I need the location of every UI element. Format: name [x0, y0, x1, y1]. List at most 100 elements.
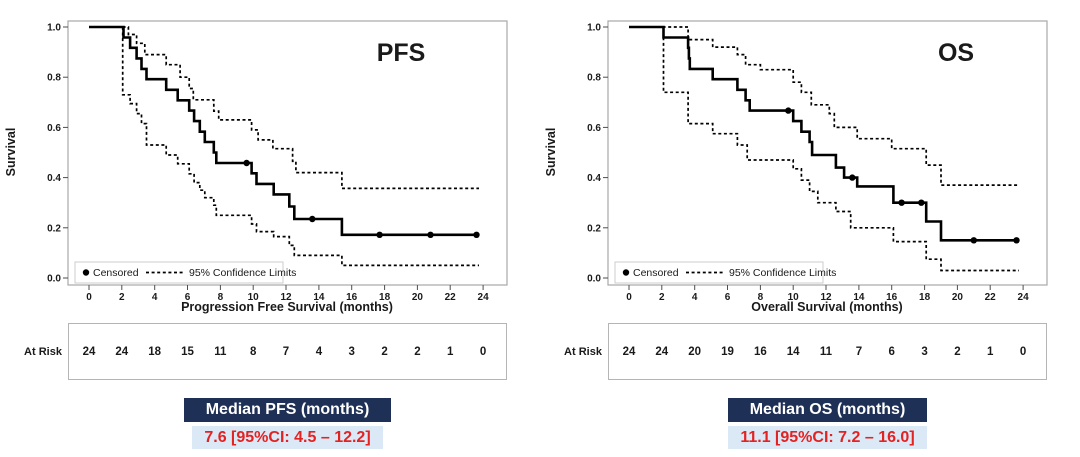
pfs-plot-layer: 0 2 4 6 8 10 12 14 16 18 20 22 240.00.20.40.60.81.0: [47, 20, 508, 303]
x-tick-label: 16: [886, 292, 898, 303]
at-risk-count: 19: [721, 346, 734, 358]
legend-frame: [74, 261, 284, 284]
os-y-axis-title: Survival: [544, 128, 558, 177]
pfs-chart-title: PFS: [377, 39, 426, 67]
censored-marker: [376, 231, 383, 238]
legend-frame: [614, 261, 824, 284]
os-median-block: Median OS (months) 11.1 [95%CI: 7.2 – 16…: [608, 398, 1047, 449]
os-plot: 0 2 4 6 8 10 12 14 16 18 20 22 240.00.20.40.60.81.0 …: [544, 20, 1048, 314]
x-tick-label: 8: [218, 292, 224, 303]
pfs-at-risk-row: 24 24 18 15 11 8 7 4 3 2 2 1 0: [0, 346, 540, 360]
x-tick-label: 14: [853, 292, 865, 303]
at-risk-count: 15: [181, 346, 194, 358]
pfs-plot: 0 2 4 6 8 10 12 14 16 18 20 22 240.00.20.40.60.81.0 …: [4, 20, 508, 314]
y-tick-label: 0.6: [587, 123, 601, 134]
x-tick-label: 0: [86, 292, 92, 303]
at-risk-count: 16: [753, 346, 767, 358]
at-risk-count: 1: [986, 346, 994, 358]
y-tick-label: 0.2: [47, 223, 61, 234]
x-tick-label: 6: [185, 292, 191, 303]
at-risk-count: 2: [381, 346, 388, 358]
at-risk-count: 14: [786, 346, 800, 358]
at-risk-count: 3: [921, 346, 928, 358]
os-median-header: Median OS (months): [727, 398, 928, 422]
x-tick-label: 4: [152, 292, 158, 303]
censored-marker: [785, 107, 792, 114]
at-risk-count: 0: [479, 346, 487, 358]
plot-frame: [67, 20, 508, 286]
at-risk-count: 18: [148, 346, 162, 358]
upper-ci-curve: [89, 26, 479, 190]
y-tick-label: 0.2: [587, 223, 601, 234]
ci-legend-label: 95% Confidence Limits: [189, 267, 296, 279]
at-risk-count: 4: [315, 346, 323, 358]
y-tick-label: 0.8: [587, 73, 601, 84]
x-tick-label: 22: [985, 292, 997, 303]
x-tick-label: 20: [952, 292, 964, 303]
y-tick-label: 0.4: [587, 173, 601, 184]
x-tick-label: 20: [412, 292, 424, 303]
censored-marker: [918, 199, 925, 206]
os-x-axis-title: Overall Survival (months): [751, 300, 902, 314]
upper-ci-curve: [629, 26, 1019, 186]
censored-marker: [243, 159, 250, 167]
os-at-risk-box: [608, 323, 1047, 380]
y-tick-label: 0.6: [47, 123, 61, 134]
x-tick-label: 2: [119, 292, 125, 303]
x-tick-label: 18: [379, 292, 391, 303]
censored-legend-label: Censored: [633, 267, 679, 279]
lower-ci-curve: [89, 26, 479, 267]
at-risk-count: 6: [888, 346, 895, 358]
x-tick-label: 24: [1018, 292, 1030, 303]
y-tick-label: 0.0: [47, 274, 61, 285]
x-tick-label: 10: [248, 292, 260, 303]
at-risk-count: 2: [954, 346, 961, 358]
at-risk-count: 0: [1019, 346, 1027, 358]
os-at-risk-row: 24 24 20 19 16 14 11 7 6 3 2 1 0: [540, 346, 1080, 360]
pfs-at-risk-label: At Risk: [24, 346, 62, 358]
y-tick-label: 1.0: [47, 23, 61, 34]
at-risk-count: 24: [655, 346, 669, 358]
os-legend: Censored 95% Confidence Limits: [614, 261, 836, 284]
os-panel: 0 2 4 6 8 10 12 14 16 18 20 22 24 0.0 0.2 0.4 0.6 0.8 1.0 …: [540, 0, 1080, 457]
at-risk-count: 11: [214, 346, 227, 358]
censored-legend-label: Censored: [93, 267, 139, 279]
at-risk-count: 7: [855, 346, 863, 358]
x-tick-label: 14: [313, 292, 325, 303]
pfs-panel: 0 2 4 6 8 10 12 14 16 18 20 22 24 0.0 0.2 0.4 0.6 0.8 1.0 …: [0, 20, 540, 449]
os-median-value: 11.1 [95%CI: 7.2 – 16.0]: [728, 426, 927, 449]
at-risk-count: 1: [446, 346, 454, 358]
x-tick-label: 10: [788, 292, 800, 303]
x-tick-label: 22: [445, 292, 457, 303]
pfs-legend: Censored 95% Confidence Limits: [74, 261, 296, 284]
plot-frame: [607, 20, 1048, 286]
y-tick-label: 1.0: [587, 23, 601, 34]
censored-marker: [309, 215, 316, 223]
y-tick-label: 0.8: [47, 73, 61, 84]
pfs-x-axis-title: Progression Free Survival (months): [181, 300, 393, 314]
censored-marker: [473, 231, 480, 238]
pfs-median-value: 7.6 [95%CI: 4.5 – 12.2]: [192, 426, 383, 449]
x-tick-label: 16: [346, 292, 358, 303]
os-at-risk-label: At Risk: [564, 346, 602, 358]
os-chart-title: OS: [938, 39, 974, 67]
x-tick-label: 4: [692, 292, 698, 303]
at-risk-count: 2: [414, 346, 421, 358]
censored-dot-icon: [622, 269, 630, 276]
censored-marker: [970, 237, 977, 244]
at-risk-count: 3: [348, 346, 355, 358]
os-plot-layer: 0 2 4 6 8 10 12 14 16 18 20 22 240.00.20.40.60.81.0: [587, 20, 1048, 303]
censored-marker: [427, 231, 434, 238]
x-tick-label: 8: [758, 292, 764, 303]
at-risk-count: 24: [115, 346, 129, 358]
censored-marker: [849, 174, 856, 181]
lower-ci-curve: [629, 26, 1019, 272]
censored-dot-icon: [82, 269, 90, 276]
x-tick-label: 18: [919, 292, 931, 303]
x-tick-label: 12: [280, 292, 292, 303]
ci-legend-label: 95% Confidence Limits: [729, 267, 836, 279]
x-tick-label: 6: [725, 292, 731, 303]
survival-curve: [89, 25, 479, 237]
x-tick-label: 0: [626, 292, 632, 303]
x-tick-label: 2: [659, 292, 665, 303]
